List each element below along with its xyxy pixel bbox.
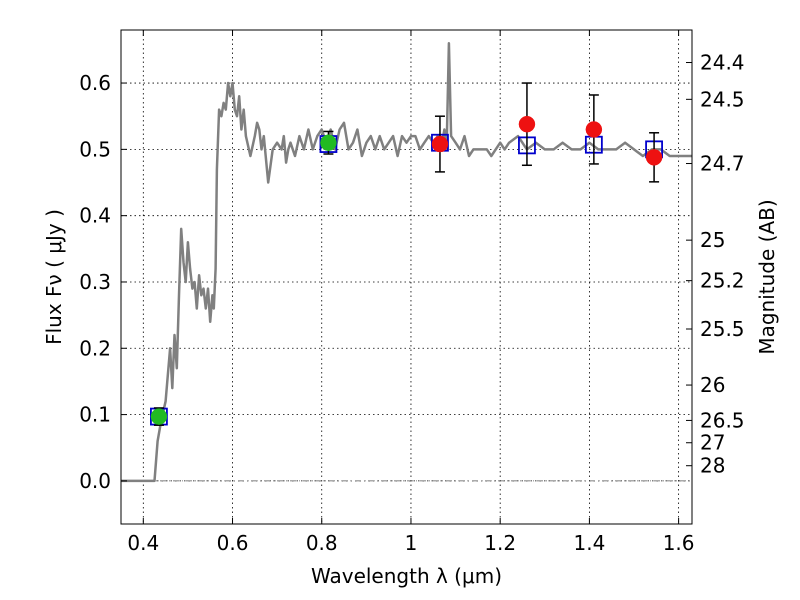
- y2-tick-label: 28: [700, 454, 725, 478]
- y-tick-label: 0.2: [79, 336, 111, 360]
- x-tick-label: 0.4: [127, 531, 159, 555]
- x-tick-label: 1.6: [663, 531, 695, 555]
- y2-tick-label: 26: [700, 373, 725, 397]
- y-tick-label: 0.0: [79, 469, 111, 493]
- x-tick-label: 1.2: [484, 531, 516, 555]
- y2-tick-label: 26.5: [700, 408, 745, 432]
- observed-point: [431, 135, 449, 153]
- observed-point: [585, 121, 603, 138]
- observed-point: [518, 115, 536, 133]
- y2-tick-label: 25.5: [700, 317, 745, 341]
- y-tick-label: 0.3: [79, 270, 111, 294]
- y2-tick-label: 24.4: [700, 51, 745, 75]
- x-axis-label: Wavelength λ (μm): [311, 564, 502, 588]
- observed-point: [320, 134, 337, 151]
- y-tick-label: 0.6: [79, 71, 111, 95]
- y2-tick-label: 24.5: [700, 87, 745, 111]
- plot-frame: [120, 29, 693, 525]
- observed-point: [645, 149, 663, 166]
- y2-tick-label: 25: [700, 228, 725, 252]
- y-tick-label: 0.5: [79, 137, 111, 161]
- y-axis-label: Flux Fν ( μJy ): [42, 209, 66, 345]
- observed-point: [150, 408, 168, 425]
- x-tick-label: 1.4: [573, 531, 605, 555]
- y-tick-label: 0.4: [79, 204, 111, 228]
- grid-lines: [121, 30, 692, 524]
- x-tick-label: 0.8: [306, 531, 338, 555]
- y2-tick-label: 25.2: [700, 269, 745, 293]
- y2-axis-label: Magnitude (AB): [755, 199, 779, 354]
- x-tick-label: 1: [405, 531, 418, 555]
- model-spectrum-line: [121, 42, 692, 483]
- y-tick-label: 0.1: [79, 403, 111, 427]
- y2-tick-label: 27: [700, 431, 725, 455]
- x-tick-label: 0.6: [217, 531, 249, 555]
- y2-tick-label: 24.7: [700, 152, 745, 176]
